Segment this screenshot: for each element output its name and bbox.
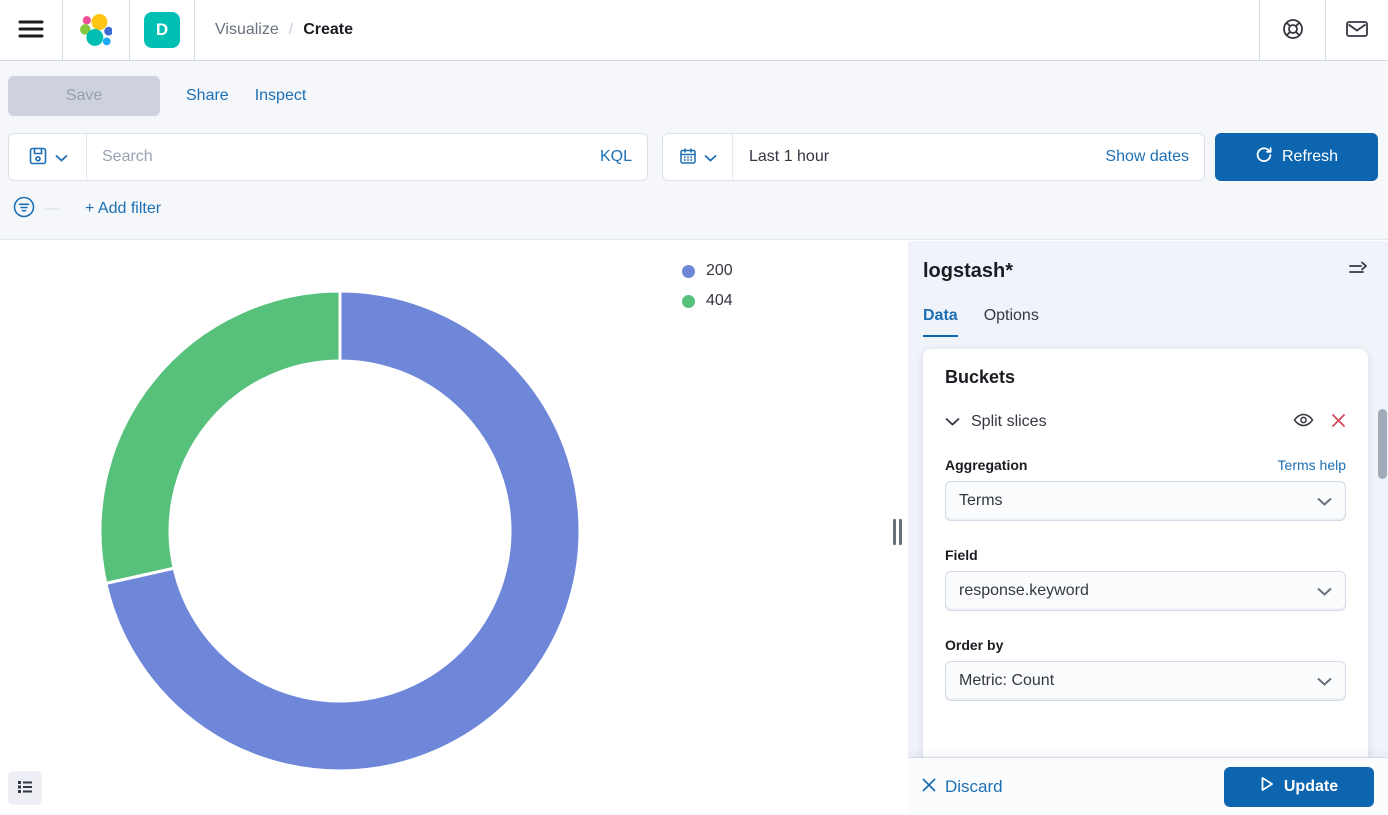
eye-icon [1293, 412, 1314, 431]
buckets-title: Buckets [945, 367, 1016, 387]
config-panel: logstash* Data Options Buckets Split sli… [908, 241, 1388, 815]
legend-label: 200 [706, 262, 733, 279]
legend-item-404[interactable]: 404 [682, 292, 733, 310]
panel-resize-handle[interactable] [893, 519, 902, 545]
help-button[interactable] [1281, 17, 1305, 44]
donut-slice-200[interactable] [104, 289, 582, 773]
time-range-value[interactable]: Last 1 hour [749, 148, 830, 165]
update-button[interactable]: Update [1224, 766, 1374, 807]
calendar-icon [679, 147, 697, 168]
aggregation-select[interactable]: Terms [945, 481, 1346, 521]
share-link[interactable]: Share [186, 87, 229, 104]
query-bar: KQL Last 1 hour [0, 133, 1388, 181]
save-button[interactable]: Save [8, 76, 160, 116]
breadcrumb-visualize[interactable]: Visualize [215, 21, 279, 38]
divider [62, 0, 63, 60]
divider [194, 0, 195, 60]
filter-menu-button[interactable] [12, 195, 36, 222]
filter-bar: — + Add filter [0, 195, 1388, 222]
legend-dot [682, 294, 695, 308]
date-picker: Last 1 hour Show dates [662, 133, 1205, 181]
panel-tabs: Data Options [908, 307, 1388, 337]
split-slices-row: Split slices [945, 412, 1346, 431]
field-select[interactable]: response.keyword [945, 571, 1346, 611]
chevron-down-icon [703, 150, 717, 165]
search-input[interactable] [87, 148, 600, 166]
divider [1325, 0, 1326, 60]
close-icon [922, 777, 936, 797]
terms-help-link[interactable]: Terms help [1277, 457, 1346, 473]
filter-dash: — [44, 200, 59, 217]
space-badge[interactable]: D [144, 12, 180, 48]
collapse-panel-button[interactable] [1348, 261, 1368, 282]
aggregation-label: Aggregation [945, 457, 1028, 473]
menu-button[interactable] [17, 17, 45, 44]
menu-right-icon [1348, 261, 1368, 282]
chevron-down-icon [1317, 677, 1332, 686]
donut-slice-404[interactable] [98, 289, 342, 585]
refresh-icon [1255, 146, 1273, 169]
breadcrumb: Visualize / Create [195, 0, 353, 60]
chart-area: 200 404 [0, 241, 908, 815]
toggle-visibility-button[interactable] [1293, 412, 1314, 431]
chevron-down-icon [1317, 587, 1332, 596]
show-dates-link[interactable]: Show dates [1105, 148, 1189, 165]
elastic-logo[interactable] [80, 14, 112, 46]
legend-toggle-button[interactable] [8, 771, 42, 805]
help-icon [1281, 17, 1305, 44]
inspect-link[interactable]: Inspect [254, 87, 307, 104]
chevron-down-icon [1317, 497, 1332, 506]
add-filter-link[interactable]: + Add filter [85, 199, 162, 217]
legend-item-200[interactable]: 200 [682, 262, 733, 280]
list-icon [16, 778, 34, 799]
buckets-card: Buckets Split slices [923, 349, 1368, 815]
breadcrumb-separator: / [288, 21, 294, 38]
play-icon [1260, 776, 1274, 797]
action-row: Save Share Inspect [0, 61, 1388, 116]
chart-legend: 200 404 [682, 262, 733, 310]
split-slices-label: Split slices [971, 412, 1047, 430]
mail-icon [1345, 19, 1369, 42]
discard-button[interactable]: Discard [922, 777, 1003, 797]
kql-label[interactable]: KQL [599, 148, 632, 165]
hamburger-icon [17, 17, 45, 44]
breadcrumb-create: Create [303, 21, 354, 38]
close-icon [1331, 413, 1346, 431]
save-icon [28, 146, 48, 169]
field-label: Field [945, 547, 978, 563]
index-pattern-title: logstash* [923, 260, 1014, 282]
order-by-select[interactable]: Metric: Count [945, 661, 1346, 701]
divider [1259, 0, 1260, 60]
saved-query-menu-button[interactable] [9, 134, 87, 180]
filter-icon [12, 195, 36, 222]
search-bar: KQL [8, 133, 648, 181]
date-picker-menu-button[interactable] [663, 134, 733, 180]
divider [129, 0, 130, 60]
tab-data[interactable]: Data [923, 307, 958, 337]
chevron-down-icon [54, 150, 68, 165]
top-nav: D Visualize / Create [0, 0, 1388, 61]
refresh-button[interactable]: Refresh [1215, 133, 1378, 181]
donut-chart[interactable] [0, 241, 908, 815]
scrollbar-thumb[interactable] [1378, 409, 1387, 479]
legend-label: 404 [706, 292, 733, 309]
tab-options[interactable]: Options [983, 307, 1039, 324]
panel-footer: Discard Update [908, 757, 1388, 815]
order-by-label: Order by [945, 637, 1004, 653]
chevron-down-icon[interactable] [945, 417, 960, 426]
legend-dot [682, 264, 695, 278]
sub-header: Save Share Inspect KQL [0, 61, 1388, 240]
mail-button[interactable] [1345, 19, 1369, 42]
remove-bucket-button[interactable] [1331, 413, 1346, 431]
